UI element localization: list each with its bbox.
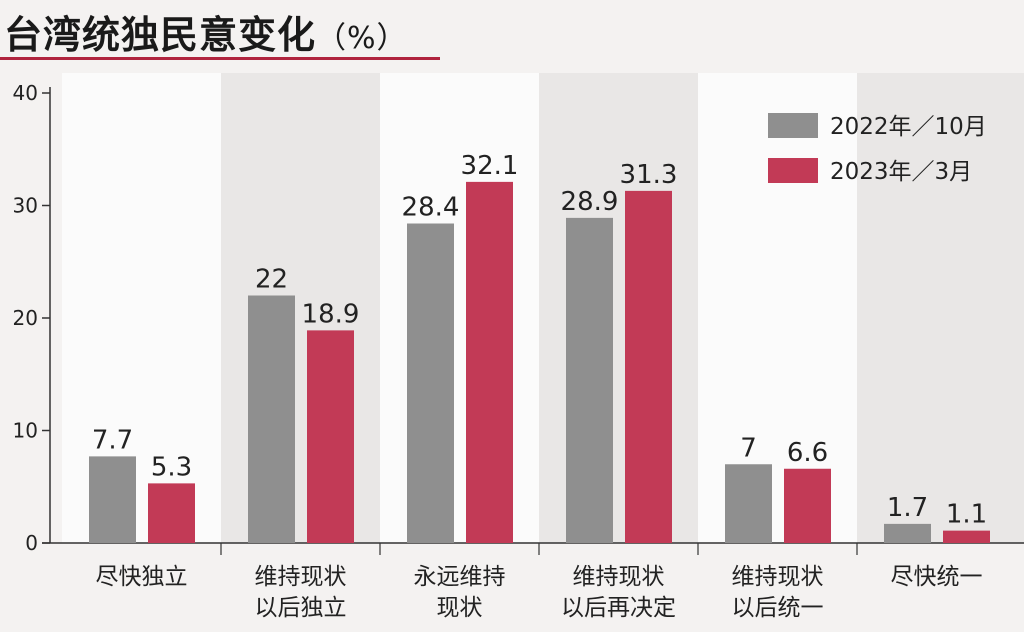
- category-band: [698, 73, 857, 543]
- category-label: 维持现状: [573, 564, 665, 590]
- data-label: 28.4: [402, 193, 460, 223]
- category-bands: [62, 73, 1024, 543]
- data-label: 5.3: [151, 452, 192, 482]
- category-label: 维持现状: [255, 564, 347, 590]
- legend-swatch: [768, 113, 818, 138]
- legend: 2022年／10月 2023年／3月: [768, 113, 987, 185]
- y-tick-label: 10: [13, 419, 38, 443]
- category-label: 以后再决定: [561, 595, 676, 621]
- bar-series2: [784, 468, 831, 543]
- chart-title: 台湾统独民意变化（%）: [4, 4, 408, 59]
- category-label: 维持现状: [732, 564, 824, 590]
- bar-series1: [407, 223, 454, 543]
- category-label: 永远维持: [414, 564, 506, 590]
- title-underline: [0, 57, 440, 60]
- unit-text: （%）: [316, 21, 408, 56]
- category-label: 尽快统一: [891, 564, 983, 590]
- data-label: 7: [740, 433, 757, 463]
- y-tick-label: 0: [25, 531, 38, 555]
- data-label: 31.3: [620, 160, 678, 190]
- bars: [89, 181, 990, 543]
- bar-series2: [148, 483, 195, 543]
- category-band: [857, 73, 1024, 543]
- bar-series2: [466, 181, 513, 543]
- legend-swatch: [768, 158, 818, 183]
- category-label: 以后统一: [732, 595, 824, 621]
- category-label: 尽快独立: [96, 564, 188, 590]
- bar-series2: [625, 190, 672, 543]
- bar-series1: [566, 217, 613, 543]
- y-tick-label: 20: [13, 306, 38, 330]
- bar-series1: [884, 523, 931, 543]
- bar-series2: [943, 530, 990, 543]
- axes: 0 10 20 30 40: [13, 81, 1024, 555]
- data-label: 6.6: [787, 438, 828, 468]
- bar-series1: [89, 456, 136, 543]
- category-label: 以后独立: [255, 595, 347, 621]
- legend-label: 2022年／10月: [830, 114, 987, 140]
- data-label: 22: [255, 265, 288, 295]
- category-label: 现状: [437, 595, 483, 621]
- category-band: [539, 73, 698, 543]
- data-label: 32.1: [461, 151, 519, 181]
- category-band: [62, 73, 221, 543]
- bar-series1: [248, 295, 295, 543]
- title-text: 台湾统独民意变化: [4, 13, 317, 57]
- data-label: 7.7: [92, 425, 133, 455]
- data-label: 28.9: [561, 187, 619, 217]
- y-tick-label: 40: [13, 81, 38, 105]
- data-label: 1.1: [946, 500, 987, 530]
- legend-label: 2023年／3月: [830, 159, 972, 185]
- data-label: 1.7: [887, 493, 928, 523]
- category-band: [380, 73, 539, 543]
- bar-series1: [725, 464, 772, 543]
- data-label: 18.9: [302, 299, 360, 329]
- y-tick-label: 30: [13, 194, 38, 218]
- bar-series2: [307, 330, 354, 543]
